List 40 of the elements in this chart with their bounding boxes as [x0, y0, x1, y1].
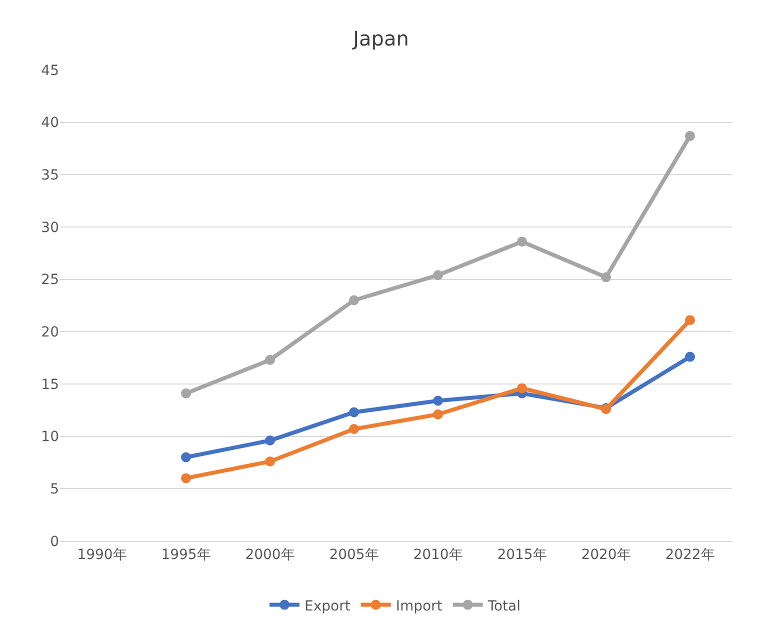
point: [349, 424, 359, 434]
y-tick-label: 5: [50, 482, 59, 498]
point: [265, 354, 275, 365]
point: [685, 315, 695, 326]
point: [181, 452, 191, 462]
point: [433, 396, 443, 406]
legend-label: Import: [396, 598, 443, 614]
point: [601, 272, 611, 282]
point: [265, 436, 275, 446]
point: [181, 473, 191, 484]
x-tick-label: 2015年: [497, 546, 547, 563]
x-tick-label: 2022年: [665, 546, 715, 563]
y-tick-label: 40: [41, 115, 59, 132]
legend-label: Export: [304, 598, 351, 614]
y-tick-label: 30: [41, 220, 59, 236]
y-tick-label: 45: [41, 62, 59, 79]
x-tick-label: 1990年: [77, 546, 127, 563]
point: [685, 352, 695, 362]
y-tick-label: 10: [41, 429, 59, 446]
x-tick-label: 1995年: [161, 546, 211, 563]
point: [181, 388, 191, 398]
x-tick-label: 2000年: [245, 546, 295, 563]
x-tick-label: 2020年: [581, 546, 631, 563]
legend-label: Total: [486, 598, 521, 614]
y-tick-label: 35: [41, 168, 59, 184]
point: [349, 407, 359, 418]
point: [265, 456, 275, 466]
point: [517, 236, 527, 247]
point: [349, 295, 359, 306]
point: [685, 130, 695, 141]
x-tick-label: 2010年: [413, 546, 463, 563]
y-tick-label: 15: [41, 376, 59, 393]
point: [433, 409, 443, 420]
x-tick-label: 2005年: [329, 546, 379, 563]
y-tick-label: 25: [41, 272, 59, 288]
y-tick-label: 0: [50, 534, 59, 550]
point: [517, 383, 527, 394]
chart-title: Japan: [351, 26, 409, 51]
y-tick-label: 20: [41, 324, 59, 341]
point: [433, 270, 443, 280]
